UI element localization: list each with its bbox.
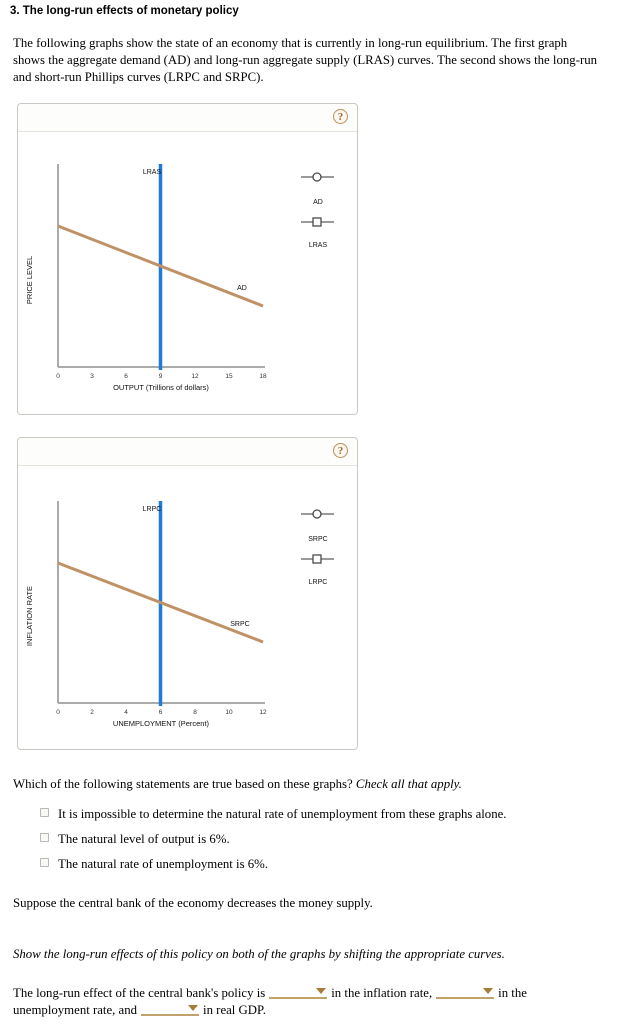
- dropdown-arrow-icon: [188, 1005, 199, 1011]
- x-tick: 2: [90, 709, 94, 716]
- x-tick: 8: [193, 709, 197, 716]
- help-icon[interactable]: ?: [333, 109, 348, 124]
- prompt-text: Which of the following statements are tr…: [13, 777, 356, 791]
- real-gdp-dropdown[interactable]: [141, 1000, 200, 1016]
- y-axis-label: PRICE LEVEL: [25, 256, 34, 304]
- option-label: It is impossible to determine the natura…: [58, 807, 507, 821]
- graph1-header: ?: [18, 104, 357, 132]
- ad-curve[interactable]: [57, 224, 264, 308]
- sentence-segment: unemployment rate, and: [13, 1003, 138, 1017]
- circle-marker-icon[interactable]: [312, 509, 322, 519]
- help-icon[interactable]: ?: [333, 443, 348, 458]
- legend-label-lrpc: LRPC: [309, 579, 328, 586]
- checkbox[interactable]: [40, 858, 49, 867]
- graph-instruction-text: Show the long-run effects of this policy…: [13, 947, 505, 961]
- sentence-segment: in real GDP.: [203, 1003, 266, 1017]
- checkbox-question-prompt: Which of the following statements are tr…: [13, 777, 605, 792]
- phillips-graph[interactable]: LRPC SRPC 0 2 4 6 8 10 12 UNEMPLOYMENT (…: [18, 466, 357, 749]
- graph2-header: ?: [18, 438, 357, 466]
- sentence-segment: The long-run effect of the central bank'…: [13, 986, 266, 1000]
- x-tick: 3: [90, 373, 94, 380]
- option-label: The natural rate of unemployment is 6%.: [58, 857, 269, 871]
- answer-option: The natural rate of unemployment is 6%.: [40, 857, 600, 872]
- checkbox[interactable]: [40, 833, 49, 842]
- x-tick: 12: [191, 373, 199, 380]
- x-tick: 6: [159, 709, 163, 716]
- unemployment-rate-dropdown[interactable]: [436, 983, 495, 999]
- answer-option: The natural level of output is 6%.: [40, 832, 600, 847]
- x-tick: 0: [56, 373, 60, 380]
- ad-curve-label: AD: [237, 285, 247, 292]
- fill-in-sentence-line1: The long-run effect of the central bank'…: [13, 983, 613, 1001]
- graph2-legend: SRPC LRPC: [301, 509, 334, 586]
- scenario-text: Suppose the central bank of the economy …: [13, 896, 373, 910]
- ad-lras-graph-panel: ? LRAS AD 0 3 6 9 12 15 18 OUTPUT (Trill…: [17, 103, 358, 415]
- legend-label-srpc: SRPC: [308, 536, 327, 543]
- circle-marker-icon[interactable]: [312, 172, 322, 182]
- dropdown-arrow-icon: [483, 988, 494, 994]
- legend-label-lras: LRAS: [309, 242, 328, 249]
- square-marker-icon[interactable]: [312, 217, 322, 227]
- inflation-rate-dropdown[interactable]: [269, 983, 328, 999]
- prompt-italic-text: Check all that apply.: [355, 777, 462, 791]
- square-marker-icon[interactable]: [312, 554, 322, 564]
- x-tick: 18: [259, 373, 267, 380]
- x-axis-label: UNEMPLOYMENT (Percent): [113, 719, 210, 728]
- srpc-curve[interactable]: [57, 561, 264, 644]
- checkbox[interactable]: [40, 808, 49, 817]
- option-label: The natural level of output is 6%.: [58, 832, 230, 846]
- legend-label-ad: AD: [313, 199, 323, 206]
- x-tick: 0: [56, 709, 60, 716]
- sentence-segment: in the inflation rate,: [331, 986, 433, 1000]
- srpc-curve-label: SRPC: [230, 621, 249, 628]
- dropdown-arrow-icon: [316, 988, 327, 994]
- lrpc-curve-label: LRPC: [143, 506, 162, 513]
- graph1-legend: AD LRAS: [301, 172, 334, 249]
- intro-paragraph: The following graphs show the state of a…: [13, 36, 598, 84]
- x-tick: 9: [159, 373, 163, 380]
- x-tick: 15: [225, 373, 233, 380]
- x-tick: 4: [124, 709, 128, 716]
- ad-lras-graph[interactable]: LRAS AD 0 3 6 9 12 15 18 OUTPUT (Trillio…: [18, 132, 357, 414]
- lras-curve-label: LRAS: [143, 169, 162, 176]
- x-axis-label: OUTPUT (Trillions of dollars): [113, 383, 209, 392]
- x-tick: 10: [225, 709, 233, 716]
- answer-option: It is impossible to determine the natura…: [40, 807, 600, 822]
- y-axis-label: INFLATION RATE: [25, 586, 34, 646]
- phillips-curve-graph-panel: ? LRPC SRPC 0 2 4 6 8 10 12 UNEMPLOYMENT…: [17, 437, 358, 750]
- fill-in-sentence-line2: unemployment rate, and in real GDP.: [13, 1000, 613, 1018]
- x-tick: 6: [124, 373, 128, 380]
- question-title: 3. The long-run effects of monetary poli…: [10, 5, 239, 17]
- sentence-segment: in the: [498, 986, 527, 1000]
- x-tick: 12: [259, 709, 267, 716]
